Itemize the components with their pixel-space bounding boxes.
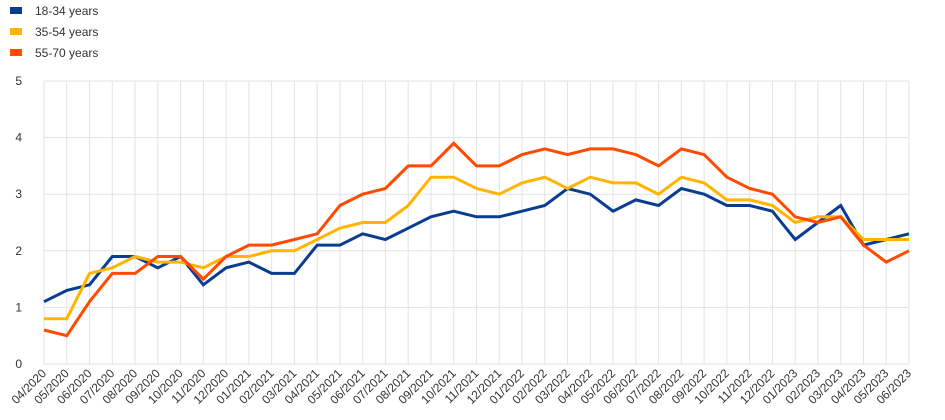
y-tick-label: 0	[15, 357, 22, 371]
legend-item-18-34: 18-34 years	[10, 0, 98, 21]
legend-label-55-70: 55-70 years	[35, 45, 99, 60]
legend-label-35-54: 35-54 years	[35, 24, 99, 39]
legend-label-18-34: 18-34 years	[35, 3, 99, 18]
legend-swatch-18-34	[10, 7, 22, 14]
legend: 18-34 years 35-54 years 55-70 years	[10, 0, 98, 63]
y-tick-label: 2	[15, 244, 22, 258]
legend-item-55-70: 55-70 years	[10, 42, 98, 63]
gridlines	[43, 80, 910, 365]
series-lines	[43, 141, 910, 338]
legend-item-35-54: 35-54 years	[10, 21, 98, 42]
y-tick-label: 3	[15, 187, 22, 201]
y-tick-label: 4	[15, 131, 22, 145]
y-tick-label: 1	[15, 300, 22, 314]
legend-swatch-55-70	[10, 49, 22, 56]
legend-swatch-35-54	[10, 28, 22, 35]
axes: 01234504/202005/202006/202007/202008/202…	[9, 74, 915, 407]
y-tick-label: 5	[15, 74, 22, 88]
